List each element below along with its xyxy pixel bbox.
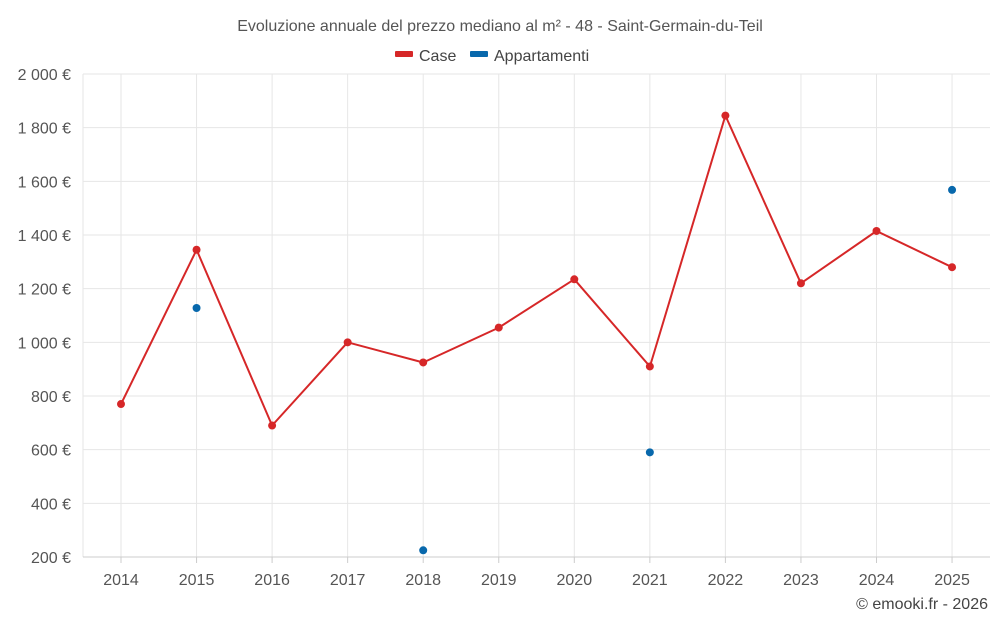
series bbox=[117, 111, 957, 555]
legend-label-appartamenti: Appartamenti bbox=[494, 48, 589, 65]
series-case bbox=[117, 111, 957, 430]
x-tick-label: 2017 bbox=[330, 572, 366, 589]
grid bbox=[82, 73, 990, 557]
series-appartamenti bbox=[192, 185, 957, 555]
x-tick-label: 2015 bbox=[179, 572, 215, 589]
x-tick-label: 2016 bbox=[254, 572, 290, 589]
data-point-appartamenti-2015[interactable] bbox=[192, 303, 201, 312]
legend-label-case: Case bbox=[419, 48, 456, 65]
legend: Case Appartamenti bbox=[395, 48, 589, 65]
y-tick-label: 1 600 € bbox=[18, 174, 71, 191]
legend-swatch-appartamenti bbox=[470, 51, 488, 57]
data-point-case-2018[interactable] bbox=[419, 358, 428, 367]
data-point-case-2024[interactable] bbox=[872, 226, 881, 235]
legend-item-appartamenti[interactable]: Appartamenti bbox=[470, 48, 589, 65]
y-tick-label: 2 000 € bbox=[18, 67, 71, 84]
y-tick-label: 400 € bbox=[31, 496, 71, 513]
x-tick-label: 2019 bbox=[481, 572, 517, 589]
y-tick-label: 1 800 € bbox=[18, 121, 71, 138]
data-point-case-2015[interactable] bbox=[192, 245, 201, 254]
y-tick-label: 800 € bbox=[31, 389, 71, 406]
legend-item-case[interactable]: Case bbox=[395, 48, 456, 65]
y-tick-label: 600 € bbox=[31, 443, 71, 460]
axes: 200 € 400 € 600 € 800 € 1 000 € 1 200 € 1 400 … bbox=[18, 67, 990, 589]
data-point-case-2025[interactable] bbox=[948, 263, 957, 272]
data-point-case-2019[interactable] bbox=[494, 323, 503, 332]
x-tick-label: 2014 bbox=[103, 572, 139, 589]
data-point-case-2021[interactable] bbox=[645, 362, 654, 371]
credit-text: © emooki.fr - 2026 bbox=[856, 596, 988, 613]
data-point-appartamenti-2018[interactable] bbox=[419, 546, 428, 555]
data-point-case-2023[interactable] bbox=[796, 279, 805, 288]
y-tick-label: 1 000 € bbox=[18, 335, 71, 352]
x-tick-label: 2021 bbox=[632, 572, 668, 589]
data-point-case-2016[interactable] bbox=[268, 421, 277, 430]
x-tick-label: 2024 bbox=[859, 572, 895, 589]
x-tick-label: 2023 bbox=[783, 572, 819, 589]
chart-title: Evoluzione annuale del prezzo mediano al… bbox=[237, 18, 763, 35]
y-tick-label: 200 € bbox=[31, 550, 71, 567]
x-tick-label: 2020 bbox=[557, 572, 593, 589]
data-point-case-2022[interactable] bbox=[721, 111, 730, 120]
x-tick-label: 2022 bbox=[708, 572, 744, 589]
data-point-appartamenti-2021[interactable] bbox=[645, 448, 654, 457]
y-tick-label: 1 400 € bbox=[18, 228, 71, 245]
data-point-case-2014[interactable] bbox=[117, 400, 125, 409]
x-tick-label: 2025 bbox=[934, 572, 970, 589]
x-tick-label: 2018 bbox=[405, 572, 441, 589]
series-line-case bbox=[120, 114, 953, 427]
data-point-case-2017[interactable] bbox=[343, 338, 352, 347]
y-tick-label: 1 200 € bbox=[18, 282, 71, 299]
data-point-appartamenti-2025[interactable] bbox=[948, 185, 957, 194]
legend-swatch-case bbox=[395, 51, 413, 57]
data-point-case-2020[interactable] bbox=[570, 275, 579, 284]
